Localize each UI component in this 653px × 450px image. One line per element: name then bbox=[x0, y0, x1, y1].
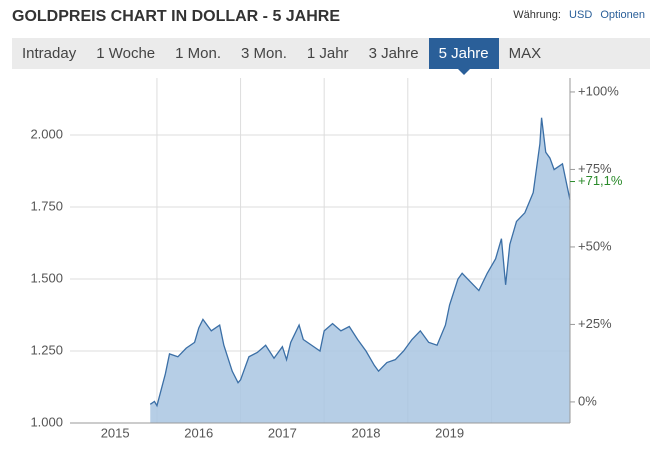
annotation-label: +71,1% bbox=[578, 173, 623, 188]
y-tick-label: 1.500 bbox=[30, 270, 63, 285]
x-tick-label: 2015 bbox=[101, 425, 130, 440]
y2-tick-label: +25% bbox=[578, 316, 612, 331]
options-bar: Währung: USD Optionen bbox=[513, 9, 645, 21]
y-tick-label: 1.250 bbox=[30, 342, 63, 357]
area bbox=[150, 117, 570, 423]
y2-tick-label: +50% bbox=[578, 238, 612, 253]
tab[interactable]: 1 Woche bbox=[96, 45, 156, 62]
price-line bbox=[149, 117, 571, 408]
y-tick-label: 1.000 bbox=[30, 414, 63, 429]
options-link[interactable]: Optionen bbox=[600, 9, 645, 21]
tab[interactable]: 3 Mon. bbox=[241, 45, 287, 62]
tab[interactable]: Intraday bbox=[22, 45, 77, 62]
tab[interactable]: 1 Mon. bbox=[175, 45, 221, 62]
y2-tick-label: +75% bbox=[578, 161, 612, 176]
x-tick-label: 2017 bbox=[268, 425, 297, 440]
x-tick-label: 2019 bbox=[435, 425, 464, 440]
tab[interactable]: 1 Jahr bbox=[306, 45, 349, 62]
y-tick-label: 2.000 bbox=[30, 126, 63, 141]
currency-label: Währung: bbox=[513, 9, 561, 21]
x-tick-label: 2018 bbox=[352, 425, 381, 440]
tab[interactable]: MAX bbox=[508, 45, 542, 62]
tab-bar: Intraday 1 Woche 1 Mon. 3 Mon. 1 Jahr 3 Jahre… bbox=[12, 38, 650, 75]
currency-select[interactable]: USD bbox=[569, 9, 593, 21]
page-title: GOLDPREIS CHART IN DOLLAR - 5 JAHRE bbox=[12, 8, 341, 25]
tab[interactable]: 3 Jahre bbox=[368, 45, 419, 62]
y2-tick-label: 0% bbox=[578, 393, 597, 408]
y-tick-label: 1.750 bbox=[30, 198, 63, 213]
y2-tick-label: +100% bbox=[578, 83, 619, 98]
tab[interactable]: 5 Jahre bbox=[428, 38, 499, 75]
x-tick-label: 2016 bbox=[184, 425, 213, 440]
